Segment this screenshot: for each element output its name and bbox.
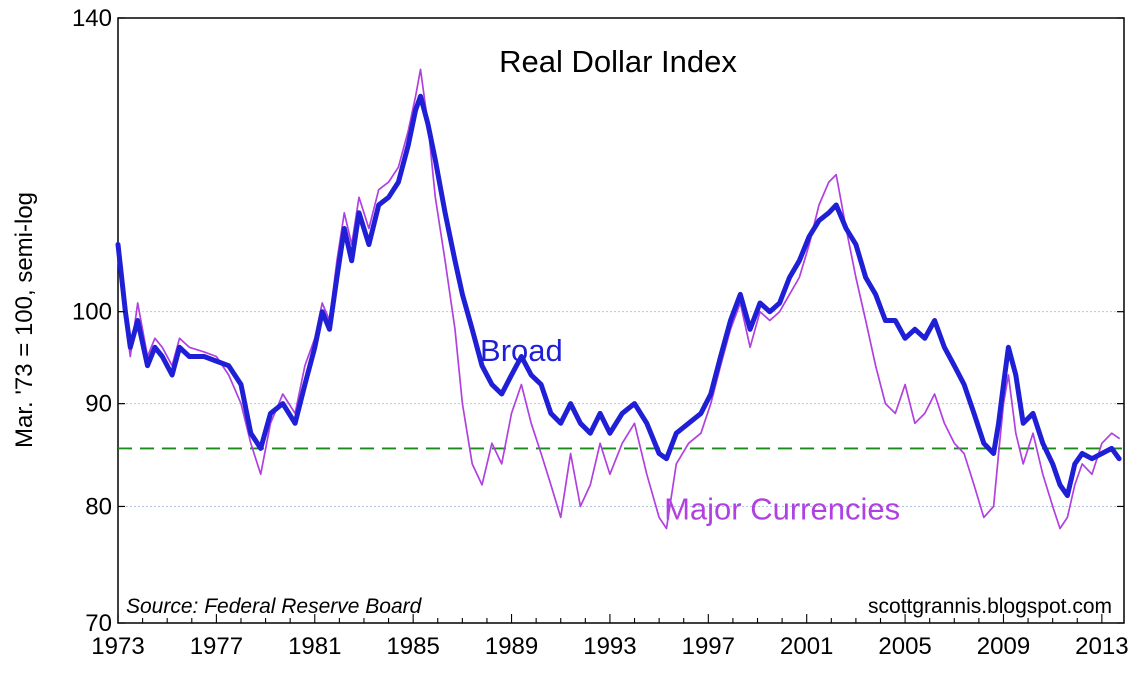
x-tick-label: 2005 xyxy=(878,633,931,660)
x-tick-label: 1993 xyxy=(583,633,636,660)
x-tick-label: 1981 xyxy=(288,633,341,660)
plot-area xyxy=(117,17,1125,624)
series-major-currencies-line xyxy=(117,68,1120,530)
y-tick-label: 100 xyxy=(72,299,112,326)
series-lines xyxy=(115,68,1122,530)
x-tick-label: 2013 xyxy=(1075,633,1128,660)
y-tick-label: 140 xyxy=(72,5,112,32)
y-tick-label: 90 xyxy=(85,391,112,418)
series-broad-line xyxy=(115,93,1122,499)
series-label-broad: Broad xyxy=(480,333,563,368)
x-tick-label: 1973 xyxy=(91,633,144,660)
credit-note: scottgrannis.blogspot.com xyxy=(868,595,1112,618)
x-tick-label: 1997 xyxy=(682,633,735,660)
x-axis: 1973 1977 1981 1985 1989 1993 1997 2001 2005 2009… xyxy=(91,614,1129,660)
x-tick-label: 2009 xyxy=(977,633,1030,660)
y-axis: 70 80 90 100 140 xyxy=(72,5,1124,637)
y-tick-label: 70 xyxy=(85,610,112,637)
source-note: Source: Federal Reserve Board xyxy=(126,595,423,618)
x-tick-label: 1989 xyxy=(485,633,538,660)
x-tick-label: 1985 xyxy=(386,633,439,660)
y-tick-label: 80 xyxy=(85,493,112,520)
x-tick-label: 1977 xyxy=(190,633,243,660)
y-axis-label: Mar. '73 = 100, semi-log xyxy=(11,192,38,448)
chart-title: Real Dollar Index xyxy=(499,44,737,79)
series-label-major-currencies: Major Currencies xyxy=(664,492,900,527)
x-tick-label: 2001 xyxy=(780,633,833,660)
